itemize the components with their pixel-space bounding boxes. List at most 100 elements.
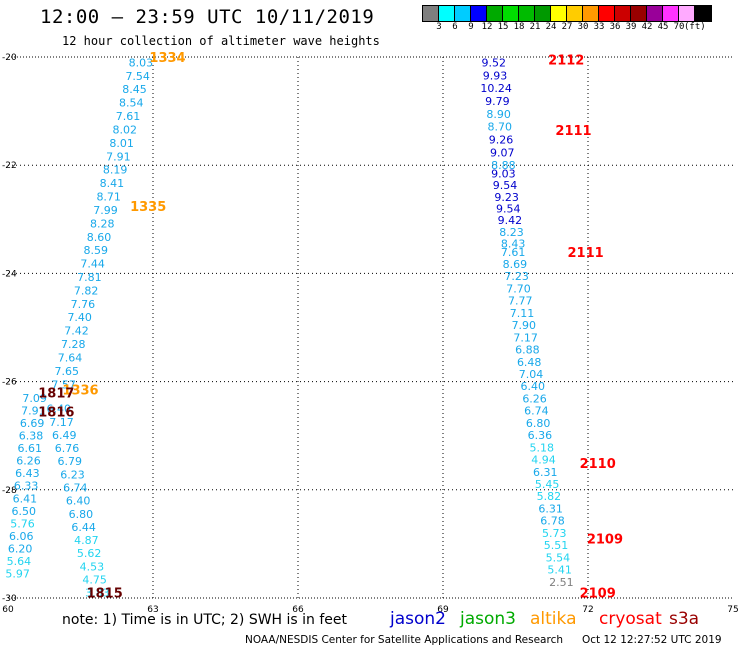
wave-height-label: 6.38 bbox=[19, 430, 44, 443]
wave-height-label: 4.87 bbox=[74, 534, 99, 547]
wave-height-label: 7.65 bbox=[55, 365, 80, 378]
wave-height-label: 6.76 bbox=[55, 442, 80, 455]
wave-height-label: 6.61 bbox=[18, 442, 43, 455]
legend-tick-label: 3 bbox=[436, 22, 442, 32]
wave-height-label: 5.76 bbox=[10, 517, 35, 530]
legend-swatch bbox=[679, 6, 695, 21]
wave-height-label: 7.91 bbox=[106, 150, 131, 163]
legend-tick-label: 30 bbox=[577, 22, 589, 32]
wave-height-label: 7.54 bbox=[125, 70, 150, 83]
wave-height-label: 2.51 bbox=[549, 576, 574, 589]
wave-height-label: 6.48 bbox=[517, 356, 542, 369]
x-tick-label: 75 bbox=[727, 605, 738, 615]
y-tick-label: -30 bbox=[2, 594, 17, 604]
legend-tick-label: 6 bbox=[452, 22, 458, 32]
wave-height-label: 8.59 bbox=[84, 244, 109, 257]
wave-height-label: 5.64 bbox=[7, 555, 32, 568]
wave-height-label: 8.23 bbox=[499, 226, 524, 239]
wave-height-label: 5.54 bbox=[546, 551, 571, 564]
wave-height-label: 7.17 bbox=[49, 416, 74, 429]
wave-height-label: 8.60 bbox=[87, 231, 112, 244]
legend-swatch bbox=[615, 6, 631, 21]
wave-height-label: 8.71 bbox=[96, 191, 121, 204]
time-label: 2111 bbox=[567, 246, 603, 261]
legend-swatch bbox=[503, 6, 519, 21]
y-tick-label: -26 bbox=[2, 378, 17, 388]
legend-swatch bbox=[695, 6, 711, 21]
wave-height-label: 7.61 bbox=[116, 110, 141, 123]
wave-height-label: 5.18 bbox=[529, 441, 554, 454]
wave-height-label: 6.80 bbox=[526, 417, 551, 430]
wave-height-label: 9.93 bbox=[483, 69, 508, 82]
wave-height-label: 7.44 bbox=[80, 258, 105, 271]
wave-height-label: 7.99 bbox=[93, 204, 118, 217]
time-label: 1335 bbox=[130, 200, 166, 215]
wave-height-label: 6.23 bbox=[60, 468, 85, 481]
satellite-label-s3a: s3a bbox=[669, 609, 700, 629]
legend-swatch bbox=[471, 6, 487, 21]
legend-tick-label: 15 bbox=[497, 22, 509, 32]
wave-height-label: 4.94 bbox=[531, 454, 556, 467]
wave-height-label: 6.80 bbox=[69, 508, 94, 521]
wave-height-label: 7.17 bbox=[513, 331, 538, 344]
wave-height-label: 7.77 bbox=[508, 295, 533, 308]
wave-height-label: 7.04 bbox=[519, 368, 544, 381]
wave-height-label: 7.61 bbox=[501, 246, 526, 259]
page-title: 12:00 – 23:59 UTC 10/11/2019 bbox=[40, 6, 375, 28]
wave-height-label: 5.73 bbox=[542, 527, 567, 540]
wave-height-label: 8.70 bbox=[488, 121, 513, 134]
wave-height-label: 5.82 bbox=[537, 490, 562, 503]
wave-height-label: 6.44 bbox=[71, 521, 96, 534]
wave-height-label: 8.45 bbox=[122, 83, 147, 96]
wave-height-label: 7.76 bbox=[71, 298, 96, 311]
wave-height-label: 6.36 bbox=[528, 429, 553, 442]
legend-tick-label: 12 bbox=[481, 22, 493, 32]
time-label: 2112 bbox=[548, 54, 584, 69]
wave-height-label: 8.69 bbox=[503, 258, 528, 271]
wave-height-label: 8.54 bbox=[119, 97, 144, 110]
legend-swatch bbox=[455, 6, 471, 21]
legend-tick-label: 42 bbox=[641, 22, 653, 32]
legend-swatch bbox=[535, 6, 551, 21]
wave-height-label: 7.09 bbox=[22, 392, 47, 405]
y-tick-label: -24 bbox=[2, 269, 17, 279]
wave-height-label: 6.26 bbox=[16, 455, 41, 468]
footer-note: note: 1) Time is in UTC; 2) SWH is in fe… bbox=[62, 612, 348, 628]
time-label: 2109 bbox=[587, 532, 623, 547]
x-tick-label: 60 bbox=[2, 605, 14, 615]
legend-swatch bbox=[583, 6, 599, 21]
legend-tick-label: 33 bbox=[593, 22, 605, 32]
legend-swatch bbox=[439, 6, 455, 21]
legend-swatch bbox=[599, 6, 615, 21]
legend-swatch bbox=[487, 6, 503, 21]
wave-height-label: 5.62 bbox=[77, 547, 102, 560]
x-tick-label: 63 bbox=[147, 605, 158, 615]
wave-height-label: 7.11 bbox=[510, 307, 535, 320]
time-label: 1815 bbox=[87, 587, 123, 602]
wave-height-label: 9.54 bbox=[496, 202, 521, 215]
legend-unit: (ft) bbox=[684, 22, 706, 32]
wave-height-label: 7.57 bbox=[51, 378, 76, 391]
wave-height-label: 6.79 bbox=[58, 455, 83, 468]
legend-swatch bbox=[551, 6, 567, 21]
wave-height-label: 4.75 bbox=[82, 573, 107, 586]
wave-height-label: 5.41 bbox=[547, 564, 572, 577]
wave-height-label: 9.52 bbox=[482, 56, 507, 69]
wave-height-label: 6.74 bbox=[63, 481, 88, 494]
legend-swatch bbox=[647, 6, 663, 21]
wave-height-label: 8.19 bbox=[103, 164, 128, 177]
legend-tick-label: 21 bbox=[529, 22, 541, 32]
wave-height-label: 8.01 bbox=[109, 137, 134, 150]
color-legend bbox=[422, 5, 712, 22]
wave-height-label: 6.33 bbox=[14, 480, 39, 493]
wave-height-label: 6.69 bbox=[20, 417, 45, 430]
wave-height-label: 7.70 bbox=[506, 282, 531, 295]
wave-height-label: 4.53 bbox=[80, 560, 105, 573]
wave-height-label: 5.97 bbox=[5, 568, 30, 581]
x-tick-label: 66 bbox=[292, 605, 304, 615]
wave-height-label: 6.20 bbox=[8, 543, 33, 556]
wave-height-label: 7.40 bbox=[67, 311, 92, 324]
wave-height-label: 6.40 bbox=[521, 380, 546, 393]
wave-height-label: 6.74 bbox=[524, 405, 549, 418]
